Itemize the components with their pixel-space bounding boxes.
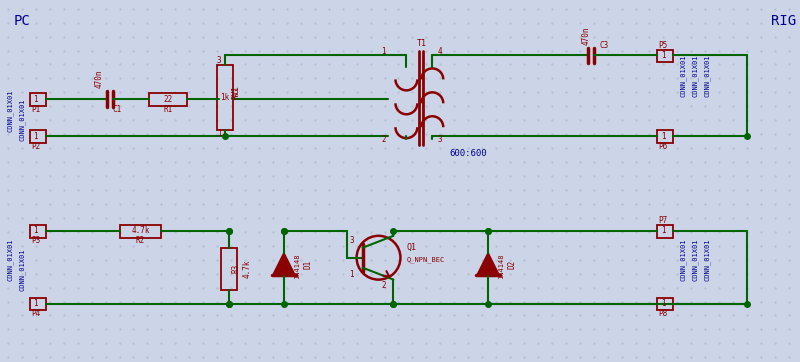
Text: 4: 4 [438, 47, 442, 56]
Bar [221, 248, 237, 290]
Bar [658, 298, 674, 311]
Text: T1: T1 [416, 39, 426, 48]
Text: CONN_01X01: CONN_01X01 [704, 239, 710, 281]
Text: CONN_01X01: CONN_01X01 [692, 239, 698, 281]
Text: P4: P4 [31, 309, 40, 318]
Text: P5: P5 [658, 41, 668, 50]
Text: 4.7k: 4.7k [131, 226, 150, 235]
Text: C3: C3 [599, 41, 608, 50]
Text: CONN_01X01: CONN_01X01 [680, 54, 686, 97]
Bar [150, 93, 187, 106]
Bar [30, 225, 46, 238]
Text: 1: 1 [661, 132, 666, 141]
Text: 2: 2 [381, 281, 386, 290]
Text: R3: R3 [231, 264, 241, 273]
Text: 2: 2 [381, 135, 386, 144]
Text: 600:600: 600:600 [450, 149, 487, 157]
Text: CONN_01X01: CONN_01X01 [6, 239, 14, 281]
Text: 1: 1 [34, 226, 38, 235]
Text: P1: P1 [31, 105, 40, 114]
Text: 2: 2 [234, 90, 238, 99]
Text: CONN_01X01: CONN_01X01 [6, 89, 14, 131]
Text: CONN_01X01: CONN_01X01 [692, 54, 698, 97]
Text: 1: 1 [34, 95, 38, 104]
Text: 3: 3 [350, 236, 354, 245]
Text: C1: C1 [113, 105, 122, 114]
Text: P6: P6 [658, 142, 668, 151]
Text: 470n: 470n [95, 70, 104, 88]
Text: D2: D2 [507, 260, 517, 269]
Bar [658, 225, 674, 238]
Text: 1: 1 [217, 129, 222, 138]
Text: P8: P8 [658, 309, 668, 318]
Text: 1: 1 [661, 299, 666, 308]
Text: 3: 3 [438, 135, 442, 144]
Text: P2: P2 [31, 142, 40, 151]
Text: 1: 1 [350, 270, 354, 279]
Text: P3: P3 [31, 236, 40, 245]
Text: 1: 1 [661, 226, 666, 235]
Text: CONN_01X01: CONN_01X01 [704, 54, 710, 97]
Text: Q1: Q1 [406, 243, 417, 252]
Bar [30, 298, 46, 311]
Text: RIG: RIG [771, 14, 796, 28]
Text: R2: R2 [136, 236, 145, 245]
Bar [217, 66, 233, 130]
Text: 1: 1 [34, 132, 38, 141]
Text: 1N4148: 1N4148 [498, 254, 504, 279]
Text: Q_NPN_BEC: Q_NPN_BEC [406, 256, 445, 263]
Text: 1k: 1k [221, 93, 230, 102]
Text: 1: 1 [34, 299, 38, 308]
Bar [658, 130, 674, 143]
Text: 1: 1 [661, 51, 666, 60]
Polygon shape [477, 253, 499, 275]
Text: 1: 1 [381, 47, 386, 56]
Text: CONN_01X01: CONN_01X01 [18, 248, 26, 291]
Polygon shape [273, 253, 295, 275]
Text: 22: 22 [164, 95, 173, 104]
Text: RV1: RV1 [231, 85, 241, 99]
Text: P7: P7 [658, 216, 668, 225]
Text: 470n: 470n [582, 26, 590, 45]
Bar [119, 225, 162, 238]
Text: D1: D1 [303, 260, 312, 269]
Bar [30, 93, 46, 106]
Text: CONN_01X01: CONN_01X01 [680, 239, 686, 281]
Text: 4.7k: 4.7k [242, 260, 251, 278]
Text: R1: R1 [164, 105, 173, 114]
Text: CONN_01X01: CONN_01X01 [18, 99, 26, 142]
Text: 3: 3 [217, 56, 222, 65]
Bar [30, 130, 46, 143]
Bar [658, 50, 674, 63]
Text: PC: PC [14, 14, 30, 28]
Text: 1N4148: 1N4148 [294, 254, 300, 279]
